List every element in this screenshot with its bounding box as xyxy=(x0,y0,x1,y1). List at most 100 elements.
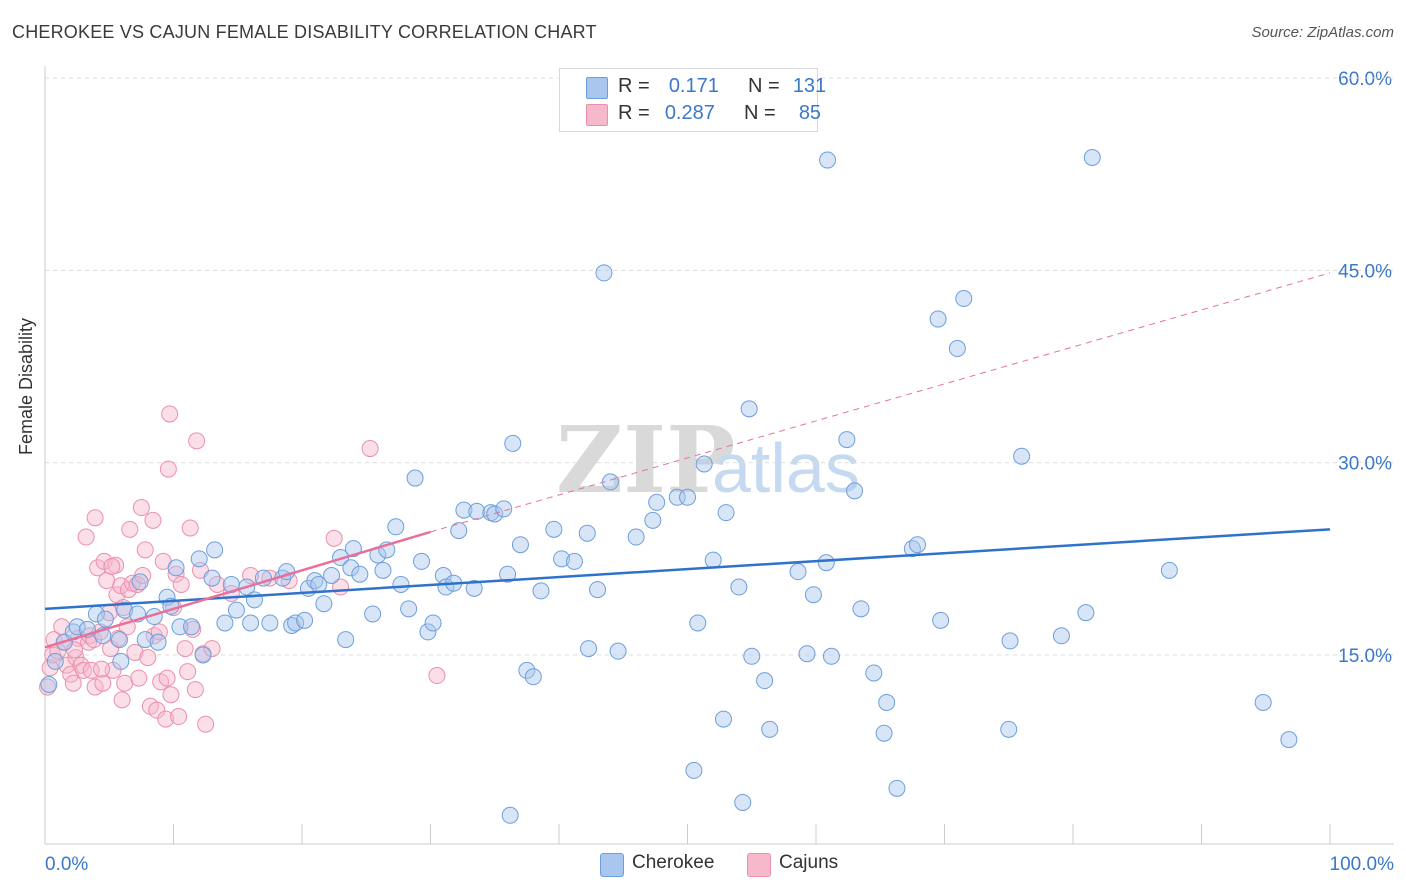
cherokee-point xyxy=(1013,447,1031,465)
cajuns-point xyxy=(89,559,107,577)
x-tick-label: 100.0% xyxy=(1330,854,1395,875)
bottom-legend-label: Cajuns xyxy=(779,852,839,873)
cherokee-point xyxy=(865,664,883,682)
cajuns-trendline xyxy=(44,530,431,649)
cajuns-point xyxy=(188,432,206,450)
cherokee-point xyxy=(798,645,816,663)
cherokee-point xyxy=(296,611,314,629)
cherokee-point xyxy=(668,488,686,506)
legend-text-cherokee: R = 0.171 N = 131 xyxy=(618,75,826,98)
cajuns-point xyxy=(158,669,176,687)
cherokee-point xyxy=(704,551,722,569)
cajuns-point xyxy=(186,681,204,699)
cherokee-point xyxy=(1000,720,1018,738)
cajuns-point xyxy=(203,640,221,658)
cajuns-point xyxy=(157,710,175,728)
cherokee-point xyxy=(1052,627,1070,645)
cajuns-point xyxy=(161,405,179,423)
cherokee-point xyxy=(740,400,758,418)
cherokee-point xyxy=(96,610,114,628)
cherokee-point xyxy=(714,710,732,728)
cajuns-point xyxy=(77,528,95,546)
cajuns-point xyxy=(93,660,111,678)
x-tick-label: 0.0% xyxy=(45,854,88,875)
cherokee-point xyxy=(419,623,437,641)
cherokee-point xyxy=(578,524,596,542)
cherokee-point xyxy=(261,614,279,632)
n-label: N = xyxy=(748,75,780,97)
cherokee-point xyxy=(206,541,224,559)
cherokee-point xyxy=(111,631,129,649)
cherokee-point xyxy=(468,502,486,520)
cherokee-point xyxy=(838,431,856,449)
cherokee-point xyxy=(948,340,966,358)
cajuns-point xyxy=(132,499,150,517)
cherokee-point xyxy=(761,720,779,738)
cajuns-point xyxy=(325,529,343,547)
cajuns-point xyxy=(176,640,194,658)
r-label: R = xyxy=(618,75,650,97)
cherokee-point xyxy=(455,501,473,519)
r-value: 0.287 xyxy=(664,102,715,124)
cherokee-point xyxy=(888,779,906,797)
cherokee-point xyxy=(685,761,703,779)
cherokee-point xyxy=(46,652,64,670)
cherokee-point xyxy=(167,559,185,577)
cajuns-point xyxy=(136,541,154,559)
cajuns-point xyxy=(159,460,177,478)
n-value: 85 xyxy=(798,102,822,124)
cajuns-point xyxy=(126,643,144,661)
cherokee-point xyxy=(609,642,627,660)
cajuns-point xyxy=(113,691,131,709)
cherokee-point xyxy=(387,518,405,536)
cajuns-point xyxy=(86,509,104,527)
cherokee-point xyxy=(495,500,513,518)
cherokee-point xyxy=(413,552,431,570)
cherokee-point xyxy=(216,614,234,632)
n-label: N = xyxy=(744,102,776,124)
cherokee-point xyxy=(424,614,442,632)
cherokee-point xyxy=(565,552,583,570)
cherokee-point xyxy=(131,573,149,591)
cherokee-point xyxy=(374,561,392,579)
cherokee-point xyxy=(1083,148,1101,166)
cherokee-point xyxy=(465,579,483,597)
r-label: R = xyxy=(618,102,650,124)
cherokee-point xyxy=(734,793,752,811)
cherokee-point xyxy=(171,618,189,636)
cherokee-point xyxy=(112,652,130,670)
cajuns-point xyxy=(72,656,90,674)
cherokee-point xyxy=(511,536,529,554)
cajuns-point xyxy=(197,715,215,733)
cherokee-point xyxy=(504,434,522,452)
cherokee-point xyxy=(486,505,504,523)
cherokee-point xyxy=(822,647,840,665)
cherokee-point xyxy=(400,600,418,618)
cajuns-point xyxy=(94,674,112,692)
cherokee-point xyxy=(852,600,870,618)
cherokee-point xyxy=(878,693,896,711)
cherokee-swatch xyxy=(600,853,624,877)
cherokee-point xyxy=(756,672,774,690)
cajuns-point xyxy=(116,674,134,692)
cherokee-point xyxy=(182,618,200,636)
cherokee-point xyxy=(40,675,58,693)
cherokee-point xyxy=(955,290,973,308)
cherokee-point xyxy=(342,559,360,577)
cherokee-point xyxy=(1001,632,1019,650)
cherokee-point xyxy=(627,528,645,546)
cajuns-point xyxy=(428,667,446,685)
cherokee-point xyxy=(524,668,542,686)
cajuns-point xyxy=(139,649,157,667)
y-tick-label: 45.0% xyxy=(1338,261,1392,282)
cherokee-point xyxy=(932,611,950,629)
cajuns-point xyxy=(148,701,166,719)
cherokee-point xyxy=(392,575,410,593)
cherokee-point xyxy=(532,582,550,600)
cajuns-point xyxy=(144,511,162,529)
cherokee-point xyxy=(789,563,807,581)
watermark-atlas: atlas xyxy=(712,429,860,507)
cherokee-point xyxy=(730,578,748,596)
cherokee-point xyxy=(315,595,333,613)
